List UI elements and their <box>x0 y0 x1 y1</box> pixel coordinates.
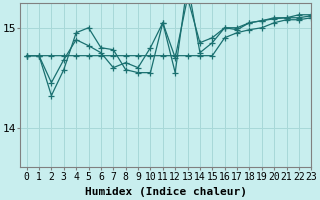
X-axis label: Humidex (Indice chaleur): Humidex (Indice chaleur) <box>85 187 247 197</box>
